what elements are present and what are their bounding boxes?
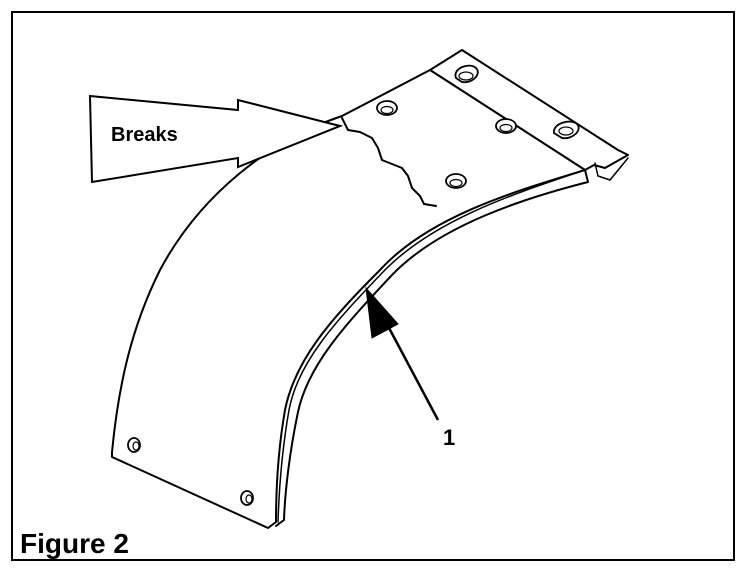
curved-sheet bbox=[111, 69, 586, 529]
breaks-label: Breaks bbox=[111, 124, 178, 146]
flange-slots bbox=[454, 64, 580, 140]
bracket-body bbox=[111, 49, 629, 529]
lower-holes bbox=[127, 437, 254, 506]
callout-1-label: 1 bbox=[443, 425, 455, 450]
figure-caption: Figure 2 bbox=[20, 528, 129, 559]
breaks-arrow: Breaks bbox=[88, 94, 344, 184]
plate-holes bbox=[376, 100, 517, 189]
sheet-edge bbox=[275, 169, 589, 527]
callout-1-leader: 1 bbox=[365, 286, 455, 450]
crack-line bbox=[341, 117, 437, 207]
mounting-flange bbox=[429, 49, 629, 171]
